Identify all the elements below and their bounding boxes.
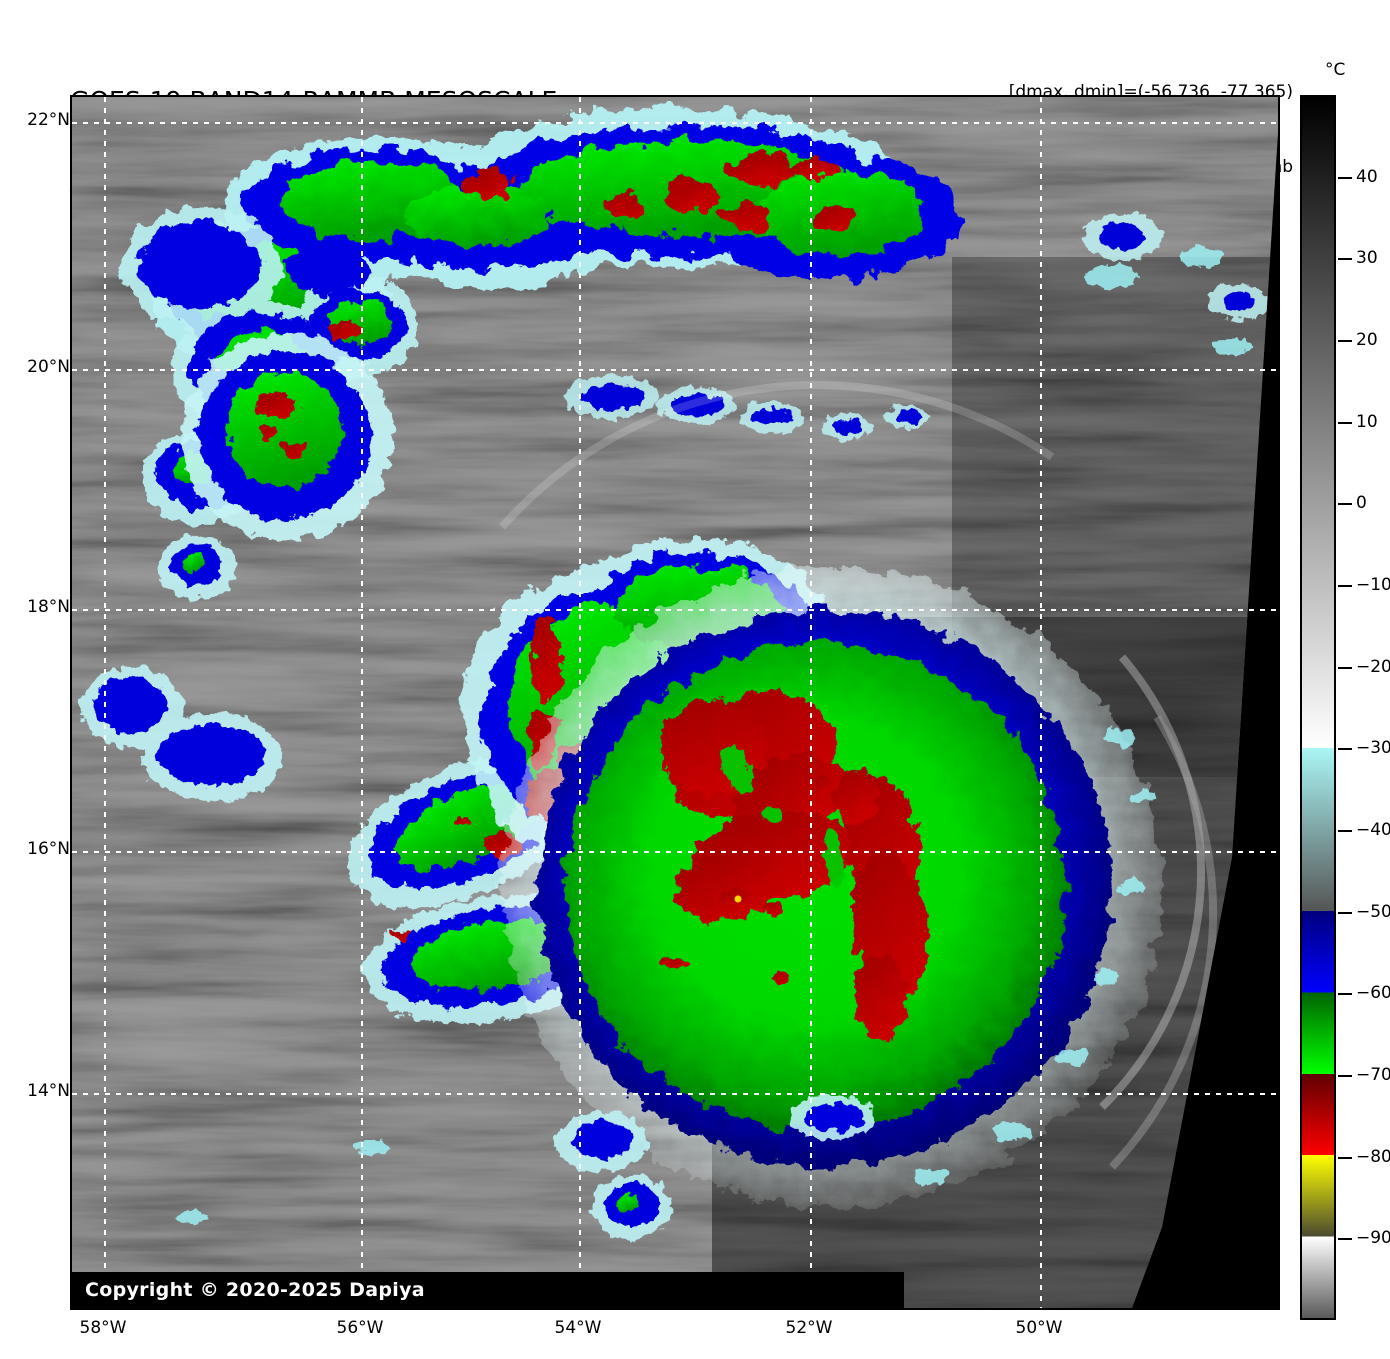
xtick-label-54w: 54°W	[554, 1318, 602, 1338]
colorbar-tick-mark	[1338, 176, 1352, 179]
colorbar-tick-label-8: −40	[1356, 820, 1390, 840]
colorbar-tick-mark	[1338, 1156, 1352, 1159]
colorbar-tick-mark	[1338, 748, 1352, 751]
colorbar-tick-label-11: −70	[1356, 1065, 1390, 1085]
colorbar-tick-label-10: −60	[1356, 983, 1390, 1004]
colorbar-unit-label: °C	[1325, 60, 1346, 80]
colorbar-tick-mark	[1338, 421, 1352, 424]
ytick-label-22n: 22°N	[27, 110, 70, 130]
colorbar-tick-mark	[1338, 585, 1352, 587]
colorbar-tick-mark	[1338, 503, 1352, 506]
copyright-banner: Copyright © 2020-2025 Dapiya	[72, 1272, 904, 1308]
xtick-label-58w: 58°W	[79, 1318, 127, 1338]
xtick-label-52w: 52°W	[785, 1318, 833, 1338]
satellite-image-plot[interactable]: Copyright © 2020-2025 Dapiya	[70, 95, 1280, 1310]
colorbar-tick-label-12: −80	[1356, 1146, 1390, 1167]
colorbar-tick-label-4: 0	[1356, 493, 1367, 514]
colorbar-tick-label-9: −50	[1356, 901, 1390, 922]
colorbar-tick-label-7: −30	[1356, 738, 1390, 759]
colorbar-tick-mark	[1338, 258, 1352, 261]
colorbar-tick-label-3: 10	[1356, 411, 1378, 432]
colorbar-tick-mark	[1338, 1075, 1352, 1077]
colorbar-tick-label-5: −10	[1356, 575, 1390, 595]
colorbar-tick-mark	[1338, 1238, 1352, 1241]
xtick-label-50w: 50°W	[1015, 1318, 1063, 1338]
colorbar-tick-mark	[1338, 340, 1352, 342]
colorbar[interactable]	[1300, 95, 1336, 1320]
copyright-text: Copyright © 2020-2025 Dapiya	[85, 1279, 425, 1301]
colorbar-tick-mark	[1338, 911, 1352, 914]
colorbar-tick-mark	[1338, 830, 1352, 832]
colorbar-tick-label-0: 40	[1356, 166, 1378, 187]
colorbar-tick-label-13: −90	[1356, 1228, 1390, 1249]
colorbar-gradient	[1302, 97, 1334, 1318]
xtick-label-56w: 56°W	[336, 1318, 384, 1338]
ytick-label-16n: 16°N	[27, 839, 70, 859]
ytick-label-14n: 14°N	[27, 1081, 70, 1101]
satellite-imagery	[72, 97, 1278, 1308]
colorbar-tick-label-6: −20	[1356, 656, 1390, 677]
colorbar-tick-label-1: 30	[1356, 248, 1378, 269]
colorbar-tick-label-2: 20	[1356, 330, 1378, 350]
colorbar-tick-mark	[1338, 993, 1352, 996]
colorbar-tick-mark	[1338, 666, 1352, 669]
ytick-label-18n: 18°N	[27, 597, 70, 617]
ytick-label-20n: 20°N	[27, 357, 70, 377]
